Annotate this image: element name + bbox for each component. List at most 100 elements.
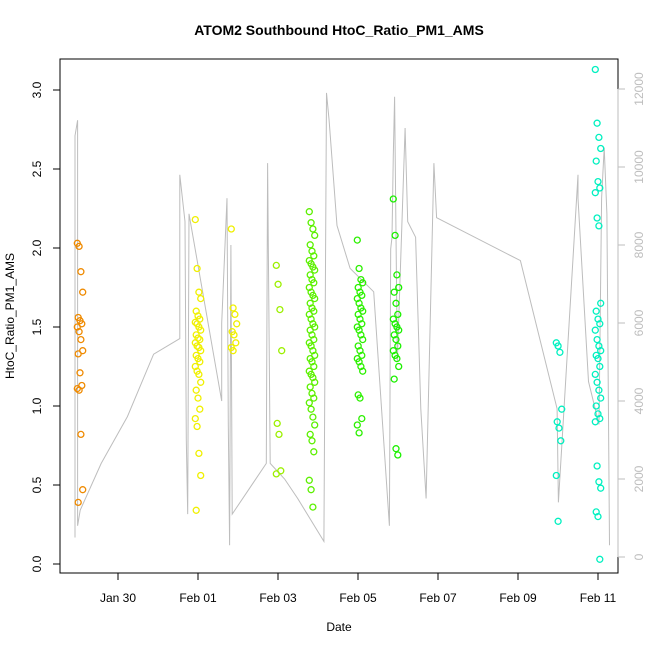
data-point <box>359 279 367 287</box>
data-point <box>197 471 205 480</box>
data-point <box>389 195 397 203</box>
data-point <box>309 225 317 233</box>
data-point <box>592 402 600 410</box>
data-point <box>554 517 562 525</box>
data-point <box>307 315 315 323</box>
data-point <box>309 413 317 421</box>
data-point <box>356 347 364 355</box>
data-point <box>311 421 319 429</box>
data-point <box>393 271 401 279</box>
data-point <box>192 506 200 514</box>
data-point <box>308 331 316 339</box>
data-point <box>395 362 403 371</box>
data-point <box>227 225 235 233</box>
data-point <box>195 370 203 379</box>
data-point <box>229 347 237 355</box>
x-tick-label: Feb 07 <box>419 591 457 605</box>
y-tick-label: 0.0 <box>30 555 44 572</box>
data-point <box>197 294 205 303</box>
data-point <box>191 362 199 371</box>
data-point <box>311 378 319 386</box>
data-point <box>355 358 363 366</box>
data-point <box>195 288 203 296</box>
data-point <box>592 307 600 315</box>
x-axis: Jan 30 Feb 01 Feb 03 Feb 05 Feb 07 Feb 09 Feb … <box>100 572 617 605</box>
data-point <box>558 405 566 413</box>
data-point <box>389 315 397 323</box>
data-point <box>390 331 398 339</box>
data-point <box>392 299 400 307</box>
data-point <box>77 335 85 344</box>
data-point <box>74 350 82 358</box>
data-point <box>593 462 601 470</box>
y2-tick-label: 4000 <box>632 387 646 414</box>
data-point <box>308 358 316 366</box>
data-point <box>595 478 603 486</box>
data-point <box>197 347 205 355</box>
data-point <box>594 410 602 418</box>
data-point <box>554 342 562 350</box>
data-point <box>306 383 314 391</box>
data-point <box>356 394 364 402</box>
data-point <box>591 326 599 334</box>
data-point <box>355 429 363 437</box>
data-point <box>592 508 600 516</box>
data-point <box>389 347 397 355</box>
data-point <box>192 307 200 315</box>
data-point <box>392 335 400 344</box>
data-point <box>73 323 81 331</box>
y-tick-label: 0.5 <box>30 476 44 493</box>
data-point <box>75 386 83 394</box>
data-point <box>357 331 365 339</box>
x-tick-label: Feb 05 <box>339 591 377 605</box>
y-axis-label: HtoC_Ratio_PM1_AMS <box>3 253 17 379</box>
data-point <box>305 399 313 407</box>
data-point <box>191 414 199 423</box>
data-point <box>272 470 280 478</box>
data-point <box>593 378 601 386</box>
data-point <box>305 310 313 319</box>
data-point <box>593 335 601 344</box>
y2-tick-label: 8000 <box>632 231 646 258</box>
data-point <box>591 418 599 426</box>
y2-tick-label: 6000 <box>632 309 646 336</box>
data-point <box>309 347 317 355</box>
data-point <box>195 449 203 458</box>
data-point <box>390 288 398 296</box>
data-point <box>355 299 363 307</box>
data-point <box>356 315 364 323</box>
data-point <box>194 394 202 402</box>
data-point <box>391 231 399 240</box>
data-point <box>393 354 401 363</box>
secondary-line-layer <box>74 92 610 546</box>
data-point <box>353 294 361 303</box>
y-tick-label: 2.0 <box>30 239 44 256</box>
data-point <box>232 339 240 347</box>
data-point <box>230 331 238 339</box>
data-point <box>309 503 317 511</box>
data-point <box>196 405 204 413</box>
x-tick-label: Feb 03 <box>259 591 297 605</box>
data-point <box>73 384 81 393</box>
data-point <box>306 326 314 334</box>
data-point <box>75 242 83 251</box>
data-point <box>77 430 85 439</box>
data-point <box>77 268 85 276</box>
data-point <box>597 484 605 492</box>
data-point <box>311 266 319 274</box>
data-point <box>359 335 367 344</box>
data-point <box>310 279 318 287</box>
data-point <box>75 328 83 336</box>
data-point <box>310 448 318 456</box>
chart-title: ATOM2 Southbound HtoC_Ratio_PM1_AMS <box>194 22 484 38</box>
data-point <box>307 219 315 227</box>
data-point <box>553 418 561 426</box>
x-tick-label: Feb 01 <box>179 591 217 605</box>
data-point <box>229 304 237 312</box>
data-point <box>74 498 82 507</box>
data-point <box>231 310 239 319</box>
data-point <box>308 437 316 445</box>
data-point <box>591 65 599 74</box>
data-point <box>193 422 201 431</box>
data-point <box>595 222 603 230</box>
